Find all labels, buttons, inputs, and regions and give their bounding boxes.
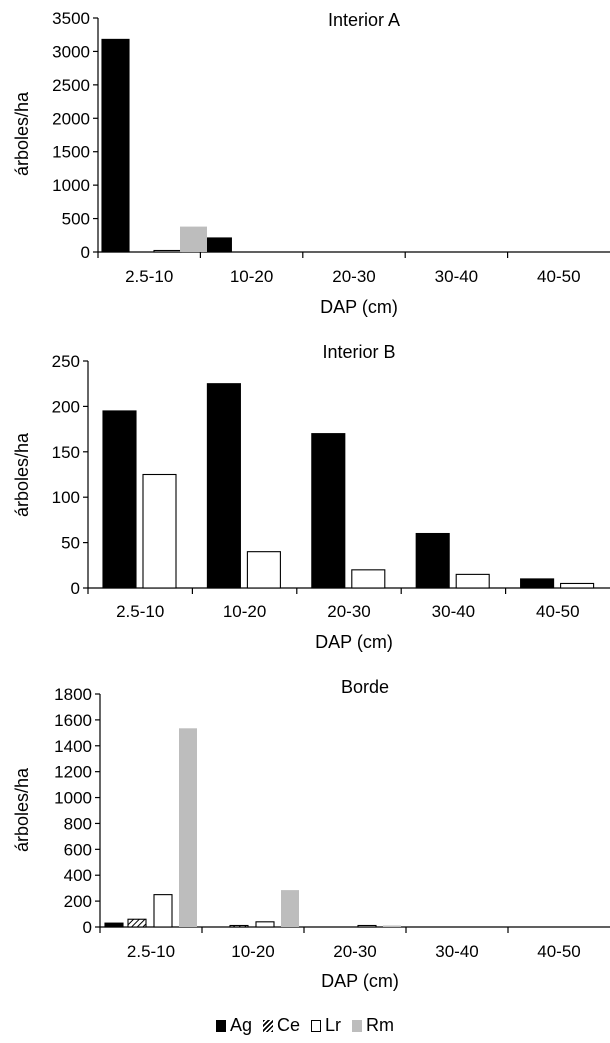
bar-lr-20-30 [357,924,377,928]
bar-ag-40-50 [520,578,555,589]
bar-lr-2.5-10 [142,473,177,589]
y-tick-label: 600 [64,840,92,859]
y-tick-label: 1200 [54,763,92,782]
y-tick-label: 2500 [52,76,90,95]
x-tick-label: 10-20 [223,602,266,621]
x-tick-label: 30-40 [432,602,475,621]
y-tick-label: 3500 [52,9,90,28]
x-tick-label: 20-30 [332,267,375,286]
chart-panel-2: Interior B 0 50 100 150 200 250 árboles/ha 2.5-1… [12,342,610,652]
y-tick-label: 200 [52,397,80,416]
bar-lr-10-20 [255,921,275,928]
bar-lr-2.5-10 [153,249,182,253]
y-tick-label: 400 [64,866,92,885]
legend-label-lr: Lr [325,1014,342,1035]
bar-ce-10-20 [229,924,249,928]
legend-item-ag: Ag [215,1014,252,1036]
y-tick-label: 1500 [52,143,90,162]
y-tick-label: 0 [71,579,80,598]
y-axis-label: árboles/ha [12,432,32,517]
bar-lr-30-40 [455,573,490,589]
legend: Ag Ce Lr Rm [0,1014,610,1036]
legend-item-lr: Lr [311,1015,341,1036]
bar-rm-10-20 [281,890,299,927]
y-axis-label: árboles/ha [12,767,32,852]
y-tick-label: 150 [52,443,80,462]
x-tick-label: 20-30 [327,602,370,621]
x-axis-label: DAP (cm) [315,632,393,652]
y-tick-label: 1800 [54,685,92,704]
x-axis-label: DAP (cm) [320,297,398,317]
bar-ag-2.5-10 [104,922,124,928]
legend-item-ce: Ce [262,1014,300,1036]
y-axis-label: árboles/ha [12,91,32,176]
bar-rm-2.5-10 [179,728,197,927]
bar-rm-20-30 [383,925,401,927]
y-tick-label: 2000 [52,109,90,128]
x-tick-label: 30-40 [435,267,478,286]
bar-ag-20-30 [311,433,346,589]
x-tick-label: 40-50 [536,602,579,621]
y-tick-label: 0 [83,918,92,937]
legend-label-ce: Ce [276,1014,300,1035]
bar-ag-2.5-10 [102,410,137,589]
chart-panel-3: Borde 0 200 400 600 800 1000 1200 1400 1600 1800 ár… [12,677,610,991]
x-tick-label: 10-20 [231,942,274,961]
x-tick-label: 2.5-10 [125,267,173,286]
y-tick-label: 200 [64,892,92,911]
y-tick-label: 500 [62,210,90,229]
y-tick-label: 800 [64,814,92,833]
bar-ag-30-40 [415,532,450,589]
bar-rm-2.5-10 [180,226,207,252]
y-tick-label: 1000 [52,176,90,195]
bar-lr-2.5-10 [153,894,173,928]
legend-item-rm: Rm [352,1015,394,1036]
x-tick-label: 40-50 [537,942,580,961]
x-tick-label: 30-40 [435,942,478,961]
bar-lr-40-50 [560,582,595,589]
bar-ce-2.5-10 [127,918,147,928]
legend-label-ag: Ag [229,1014,252,1035]
x-tick-label: 10-20 [230,267,273,286]
bar-ag-10-20 [206,383,241,589]
y-tick-label: 250 [52,352,80,371]
x-tick-label: 20-30 [333,942,376,961]
x-tick-label: 2.5-10 [116,602,164,621]
chart-panel-1: Interior A 0 500 1000 1500 2000 2500 3000 3500 ár… [12,9,610,317]
bar-lr-20-30 [351,569,386,589]
legend-swatch-ce [262,1019,273,1032]
y-tick-label: 1000 [54,789,92,808]
legend-swatch-ag [215,1019,226,1032]
bar-lr-10-20 [246,551,281,589]
y-tick-label: 1400 [54,737,92,756]
chart-title: Interior A [328,10,400,30]
chart-title: Interior B [322,342,395,362]
y-tick-label: 1600 [54,711,92,730]
y-tick-label: 50 [61,534,80,553]
legend-label-rm: Rm [366,1014,395,1035]
legend-swatch-lr [311,1019,322,1032]
x-axis-label: DAP (cm) [321,971,399,991]
legend-swatch-rm [352,1019,363,1032]
y-tick-label: 0 [81,243,90,262]
x-tick-label: 2.5-10 [127,942,175,961]
x-tick-label: 40-50 [537,267,580,286]
y-tick-label: 100 [52,488,80,507]
y-tick-label: 3000 [52,42,90,61]
bar-ag-10-20 [203,237,232,253]
bar-ag-2.5-10 [101,38,130,253]
chart-title: Borde [341,677,389,697]
